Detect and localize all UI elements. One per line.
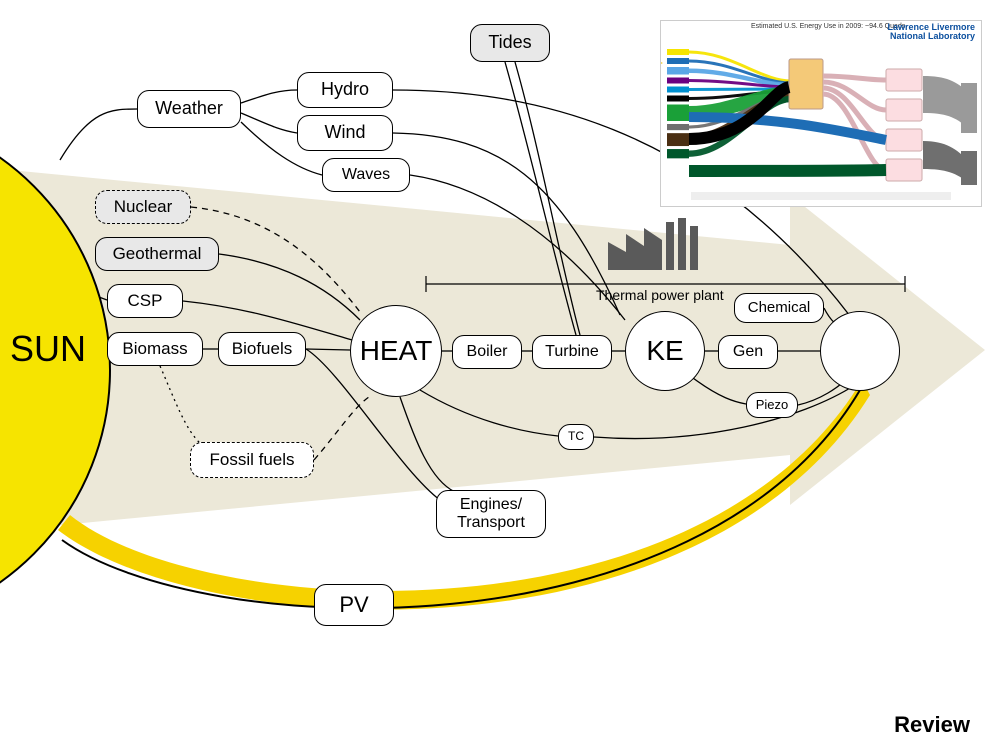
- node-biofuels: Biofuels: [218, 332, 306, 366]
- footer-review: Review: [894, 712, 970, 738]
- sankey-svg: [661, 21, 981, 206]
- node-waves: Waves: [322, 158, 410, 192]
- edge: [241, 90, 297, 103]
- node-wind: Wind: [297, 115, 393, 151]
- edge: [60, 109, 137, 160]
- node-pv: PV: [314, 584, 394, 626]
- node-tc: TC: [558, 424, 594, 450]
- node-csp: CSP: [107, 284, 183, 318]
- node-tides: Tides: [470, 24, 550, 62]
- node-fossil: Fossil fuels: [190, 442, 314, 478]
- node-weather: Weather: [137, 90, 241, 128]
- node-gen: Gen: [718, 335, 778, 369]
- sun-label: SUN: [10, 328, 86, 370]
- node-ke: KE: [625, 311, 705, 391]
- node-chemical: Chemical: [734, 293, 824, 323]
- node-piezo: Piezo: [746, 392, 798, 418]
- node-bolt: [820, 311, 900, 391]
- node-boiler: Boiler: [452, 335, 522, 369]
- node-hydro: Hydro: [297, 72, 393, 108]
- thermal-plant-label: Thermal power plant: [596, 287, 724, 303]
- sankey-thumbnail: Estimated U.S. Energy Use in 2009: ~94.6…: [660, 20, 982, 207]
- node-nuclear: Nuclear: [95, 190, 191, 224]
- node-turbine: Turbine: [532, 335, 612, 369]
- node-engines: Engines/Transport: [436, 490, 546, 538]
- node-heat: HEAT: [350, 305, 442, 397]
- node-geothermal: Geothermal: [95, 237, 219, 271]
- node-biomass: Biomass: [107, 332, 203, 366]
